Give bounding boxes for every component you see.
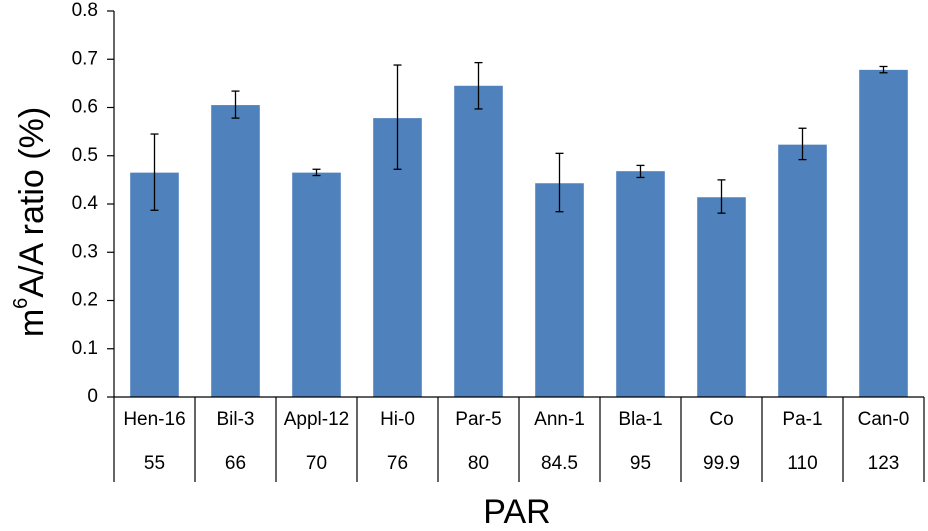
y-tick-label: 0.5 [72, 145, 98, 166]
par-value-label: 55 [144, 453, 165, 474]
x-category-label: Appl-12 [284, 409, 350, 430]
y-tick-label: 0 [87, 386, 98, 407]
par-value-label: 95 [630, 453, 651, 474]
x-axis-title: PAR [483, 493, 550, 531]
bar [778, 144, 827, 397]
par-value-label: 76 [387, 453, 408, 474]
x-category-label: Bil-3 [216, 409, 254, 430]
category-table: Hen-16 55 Bil-3 66 Appl-12 70 Hi-0 76 Par-5 80 Ann… [113, 396, 925, 482]
y-tick-label: 0.1 [72, 338, 98, 359]
par-value-label: 123 [868, 453, 900, 474]
x-category-label: Co [709, 409, 733, 430]
y-tick-label: 0.8 [72, 0, 98, 21]
x-category-label: Can-0 [858, 409, 910, 430]
y-tick-label: 0.4 [72, 193, 99, 214]
x-category-label: Hi-0 [380, 409, 415, 430]
y-tick-label: 0.3 [72, 241, 98, 262]
bar [697, 197, 746, 397]
y-axis-title-base: m [13, 309, 51, 337]
par-value-label: 110 [787, 453, 817, 474]
y-tick-label: 0.2 [72, 290, 98, 311]
y-axis-title: m6A/A ratio (%) [10, 107, 51, 337]
bar [535, 183, 584, 397]
par-value-label: 66 [225, 453, 246, 474]
par-value-label: 84.5 [541, 453, 578, 474]
x-category-label: Ann-1 [534, 409, 585, 430]
par-value-label: 99.9 [703, 453, 740, 474]
x-category-label: Par-5 [455, 409, 501, 430]
bar [292, 172, 341, 397]
bar [454, 85, 503, 397]
y-axis: 0 0.1 0.2 0.3 0.4 0.5 0.6 0.7 0.8 [72, 0, 115, 407]
bar [616, 171, 665, 397]
x-category-label: Bla-1 [618, 409, 662, 430]
bar [211, 105, 260, 398]
y-axis-title-rest: A/A ratio (%) [13, 107, 51, 298]
bars [130, 69, 908, 398]
error-bars [150, 61, 888, 214]
y-axis-title-superscript: 6 [10, 298, 32, 309]
y-tick-label: 0.6 [72, 97, 98, 118]
par-value-label: 70 [306, 453, 327, 474]
x-category-label: Pa-1 [782, 409, 822, 430]
y-tick-label: 0.7 [72, 48, 98, 69]
x-category-label: Hen-16 [123, 409, 185, 430]
par-value-label: 80 [468, 453, 489, 474]
bar [859, 69, 908, 398]
